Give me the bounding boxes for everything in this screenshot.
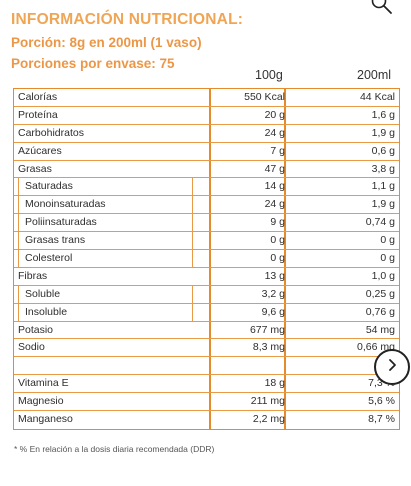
nutrient-label: Saturadas [25,180,73,193]
value-per-100g: 2,2 mg [252,413,285,426]
sub-item-box [18,214,193,232]
nutrient-label: Sodio [18,341,45,354]
value-per-100g: 550 Kcal [244,91,285,103]
table-row: Monoinsaturadas 24 g 1,9 g [14,196,399,215]
nutrient-label: Vitamina E [18,377,69,390]
table-row: Saturadas 14 g 1,1 g [14,178,399,197]
nutrient-label: Calorías [18,91,58,103]
value-per-100g: 13 g [264,269,285,282]
value-per-100g: 7 g [270,144,285,157]
value-per-200ml: 1,0 g [371,269,395,282]
sub-item-box [18,232,193,250]
value-per-100g: 24 g [264,126,285,139]
table-row: Potasio 677 mg 54 mg [14,322,399,340]
value-per-200ml: 1,6 g [371,108,395,121]
value-per-200ml: 0,25 g [365,287,395,300]
table-row: Sodio 8,3 mg 0,66 mg [14,339,399,358]
next-button[interactable] [374,349,410,385]
value-per-200ml: 0 g [380,252,395,265]
nutrient-label: Soluble [25,287,61,300]
value-per-200ml: 8,7 % [368,413,395,426]
column-divider [284,89,286,429]
nutrition-table: Calorías 550 Kcal 44 Kcal Proteína 20 g 1,6 g… [13,88,400,430]
table-row: Poliinsaturadas 9 g 0,74 g [14,214,399,233]
sub-item-box [18,285,193,303]
chevron-right-icon [385,358,399,377]
nutrient-label: Monoinsaturadas [25,198,106,211]
value-per-200ml: 44 Kcal [359,91,395,103]
table-row: Magnesio 211 mg 5,6 % [14,393,399,412]
nutrient-label: Magnesio [18,395,64,408]
value-per-200ml: 3,8 g [371,162,395,175]
column-header-100g: 100g [255,68,283,82]
value-per-100g: 9 g [270,216,285,229]
nutrient-label: Carbohidratos [18,126,84,139]
value-per-200ml: 0,6 g [371,144,395,157]
nutrient-label: Manganeso [18,413,73,426]
value-per-200ml: 54 mg [365,323,395,336]
table-row: Grasas 47 g 3,8 g [14,161,399,179]
value-per-200ml: 5,6 % [368,395,395,408]
sub-item-box [18,178,193,196]
nutrient-label: Grasas [18,162,52,175]
table-row: Fibras 13 g 1,0 g [14,268,399,286]
sub-item-box [18,250,193,267]
table-row: Vitamina E 18 g 7,3 % [14,375,399,394]
value-per-200ml: 0,76 g [365,305,395,318]
column-divider [209,89,211,429]
value-per-100g: 677 mg [249,323,285,336]
table-row: Azúcares 7 g 0,6 g [14,143,399,161]
value-per-200ml: 1,9 g [371,126,395,139]
value-per-100g: 0 g [270,252,285,265]
table-row: Manganeso 2,2 mg 8,7 % [14,411,399,429]
nutrient-label: Colesterol [25,252,73,265]
nutrient-label: Grasas trans [25,234,86,247]
search-icon[interactable] [371,0,393,15]
nutrient-label: Proteína [18,108,58,121]
sub-item-box [18,303,193,321]
portion-text: Porción: 8g en 200ml (1 vaso) [11,35,202,50]
value-per-100g: 18 g [264,377,285,390]
nutrient-label: Azúcares [18,144,62,157]
value-per-100g: 14 g [264,180,285,193]
table-row [14,357,399,376]
portions-per-pack-text: Porciones por envase: 75 [11,56,175,71]
table-row: Proteína 20 g 1,6 g [14,107,399,125]
nutrient-label: Insoluble [25,305,68,318]
value-per-100g: 3,2 g [261,287,285,300]
footnote: * % En relación a la dosis diaria recome… [14,444,215,454]
nutrient-label: Potasio [18,323,54,336]
table-row: Insoluble 9,6 g 0,76 g [14,303,399,322]
nutrition-title: INFORMACIÓN NUTRICIONAL: [11,11,244,28]
table-row: Colesterol 0 g 0 g [14,250,399,268]
value-per-100g: 24 g [264,198,285,211]
value-per-100g: 9,6 g [261,305,285,318]
nutrient-label: Poliinsaturadas [25,216,97,229]
value-per-200ml: 1,9 g [371,198,395,211]
column-header-200ml: 200ml [357,68,392,82]
table-row: Calorías 550 Kcal 44 Kcal [14,89,399,107]
value-per-200ml: 0 g [380,234,395,247]
value-per-200ml: 1,1 g [371,180,395,193]
nutrient-label: Fibras [18,269,48,282]
value-per-200ml: 0,74 g [365,216,395,229]
table-row: Soluble 3,2 g 0,25 g [14,285,399,304]
sub-item-box [18,196,193,214]
table-row: Carbohidratos 24 g 1,9 g [14,125,399,143]
table-row: Grasas trans 0 g 0 g [14,232,399,251]
value-per-100g: 47 g [264,162,285,175]
value-per-100g: 8,3 mg [252,341,285,354]
value-per-100g: 211 mg [250,395,285,408]
value-per-100g: 20 g [264,108,285,121]
value-per-100g: 0 g [270,234,285,247]
